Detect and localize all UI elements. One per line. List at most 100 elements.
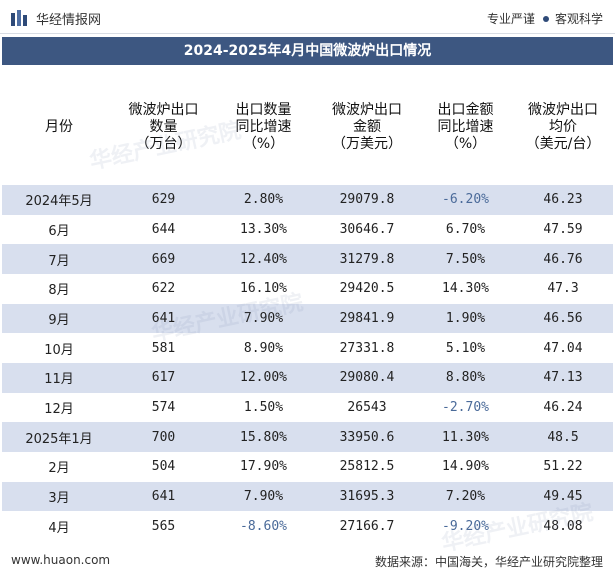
huajing-logo-icon <box>11 10 27 26</box>
column-header-0: 月份 <box>45 119 73 135</box>
value-cell: 7.90% <box>211 303 316 334</box>
value-cell: 46.76 <box>513 244 613 274</box>
value-cell: 669 <box>116 244 211 274</box>
value-cell: 13.30% <box>240 221 287 237</box>
tagline: 专业严谨 客观科学 <box>487 10 603 27</box>
export-table: 月份 微波炉出口 数量 （万台） 出口数量 同比增速 （%） 微波炉出口 金额 （万美元） 出口金额… <box>2 70 613 541</box>
value-cell: 1.50% <box>243 399 284 415</box>
value-cell: 29841.9 <box>316 303 418 334</box>
value-cell: 29420.5 <box>339 281 395 297</box>
table-row: 7月 669 12.40% 31279.8 7.50% 46.76 <box>2 244 613 274</box>
value-cell: -6.20% <box>418 185 513 215</box>
tagline-left: 专业严谨 <box>486 12 535 26</box>
value-cell: 1.90% <box>418 303 513 334</box>
value-cell: 2.80% <box>211 185 316 215</box>
value-cell: 27331.8 <box>339 340 395 356</box>
value-cell: 25812.5 <box>339 459 395 475</box>
value-cell: 33950.6 <box>316 422 418 452</box>
data-source: 数据来源：中国海关，华经产业研究院整理 <box>374 555 603 569</box>
value-cell: 617 <box>116 362 211 393</box>
table-row: 2024年5月 629 2.80% 29079.8 -6.20% 46.23 <box>2 185 613 215</box>
table-row: 6月 644 13.30% 30646.7 6.70% 47.59 <box>2 215 613 245</box>
value-cell: 11.30% <box>418 422 513 452</box>
value-cell: 7.50% <box>418 244 513 274</box>
month-cell: 8月 <box>48 283 70 299</box>
month-cell: 3月 <box>2 481 116 512</box>
value-cell: 641 <box>116 481 211 512</box>
table-row: 2月 504 17.90% 25812.5 14.90% 51.22 <box>2 452 613 482</box>
value-cell: 7.90% <box>211 481 316 512</box>
value-cell: 622 <box>151 281 176 297</box>
table-row: 12月 574 1.50% 26543 -2.70% 46.24 <box>2 393 613 423</box>
brand-name: 华经情报网 <box>36 13 102 28</box>
table-row: 11月 617 12.00% 29080.4 8.80% 47.13 <box>2 362 613 393</box>
table-row: 10月 581 8.90% 27331.8 5.10% 47.04 <box>2 333 613 363</box>
value-cell: 8.90% <box>243 340 284 356</box>
website-link[interactable]: www.huaon.com <box>11 553 111 567</box>
table-row: 2025年1月 700 15.80% 33950.6 11.30% 48.5 <box>2 422 613 452</box>
value-cell: 48.08 <box>543 518 583 534</box>
table-title: 2024-2025年4月中国微波炉出口情况 <box>2 37 613 65</box>
month-cell: 2月 <box>48 461 70 477</box>
month-cell: 2024年5月 <box>2 185 116 215</box>
value-cell: 6.70% <box>445 221 486 237</box>
value-cell: 31695.3 <box>316 481 418 512</box>
value-cell: 14.90% <box>442 459 489 475</box>
month-cell: 12月 <box>44 401 74 417</box>
value-cell: 30646.7 <box>339 221 395 237</box>
table-header-row: 月份 微波炉出口 数量 （万台） 出口数量 同比增速 （%） 微波炉出口 金额 （万美元） 出口金额… <box>2 70 613 185</box>
table-row: 8月 622 16.10% 29420.5 14.30% 47.3 <box>2 274 613 304</box>
month-cell: 6月 <box>48 223 70 239</box>
value-cell: 46.23 <box>513 185 613 215</box>
value-cell: 17.90% <box>240 459 287 475</box>
value-cell: 641 <box>116 303 211 334</box>
top-bar: 华经情报网 专业严谨 客观科学 <box>0 0 615 34</box>
value-cell: 574 <box>151 399 176 415</box>
value-cell: 46.24 <box>543 399 583 415</box>
value-cell: 29080.4 <box>316 362 418 393</box>
value-cell: 14.30% <box>442 281 489 297</box>
value-cell: 51.22 <box>543 459 583 475</box>
table-body: 2024年5月 629 2.80% 29079.8 -6.20% 46.23 6月 644 13… <box>2 185 613 541</box>
value-cell: 47.3 <box>547 281 579 297</box>
column-header-1: 微波炉出口 数量 （万台） <box>128 102 199 152</box>
column-header-4: 出口金额 同比增速 （%） <box>437 102 494 152</box>
value-cell: 47.13 <box>513 362 613 393</box>
value-cell: 49.45 <box>513 481 613 512</box>
footer: www.huaon.com 数据来源：中国海关，华经产业研究院整理 <box>0 548 615 580</box>
value-cell: -8.60% <box>240 518 287 534</box>
value-cell: -2.70% <box>442 399 489 415</box>
value-cell: 5.10% <box>445 340 486 356</box>
value-cell: 46.56 <box>513 303 613 334</box>
value-cell: 629 <box>116 185 211 215</box>
value-cell: -9.20% <box>442 518 489 534</box>
month-cell: 10月 <box>44 342 74 358</box>
value-cell: 26543 <box>347 399 387 415</box>
month-cell: 7月 <box>2 244 116 274</box>
value-cell: 8.80% <box>418 362 513 393</box>
value-cell: 27166.7 <box>339 518 395 534</box>
month-cell: 4月 <box>48 520 70 536</box>
table-row: 4月 565 -8.60% 27166.7 -9.20% 48.08 <box>2 511 613 541</box>
value-cell: 47.04 <box>543 340 583 356</box>
value-cell: 7.20% <box>418 481 513 512</box>
value-cell: 581 <box>151 340 176 356</box>
value-cell: 565 <box>151 518 176 534</box>
value-cell: 48.5 <box>513 422 613 452</box>
value-cell: 31279.8 <box>316 244 418 274</box>
month-cell: 2025年1月 <box>2 422 116 452</box>
column-header-2: 出口数量 同比增速 （%） <box>235 102 292 152</box>
column-header-5: 微波炉出口 均价 （美元/台） <box>525 102 601 152</box>
value-cell: 47.59 <box>543 221 583 237</box>
value-cell: 15.80% <box>211 422 316 452</box>
value-cell: 12.00% <box>211 362 316 393</box>
tagline-right: 客观科学 <box>554 12 603 26</box>
value-cell: 16.10% <box>240 281 287 297</box>
value-cell: 29079.8 <box>316 185 418 215</box>
tagline-dot-icon <box>542 16 549 22</box>
table-row: 3月 641 7.90% 31695.3 7.20% 49.45 <box>2 481 613 512</box>
month-cell: 11月 <box>2 362 116 393</box>
column-header-3: 微波炉出口 金额 （万美元） <box>332 102 402 152</box>
value-cell: 644 <box>151 221 176 237</box>
month-cell: 9月 <box>2 303 116 334</box>
